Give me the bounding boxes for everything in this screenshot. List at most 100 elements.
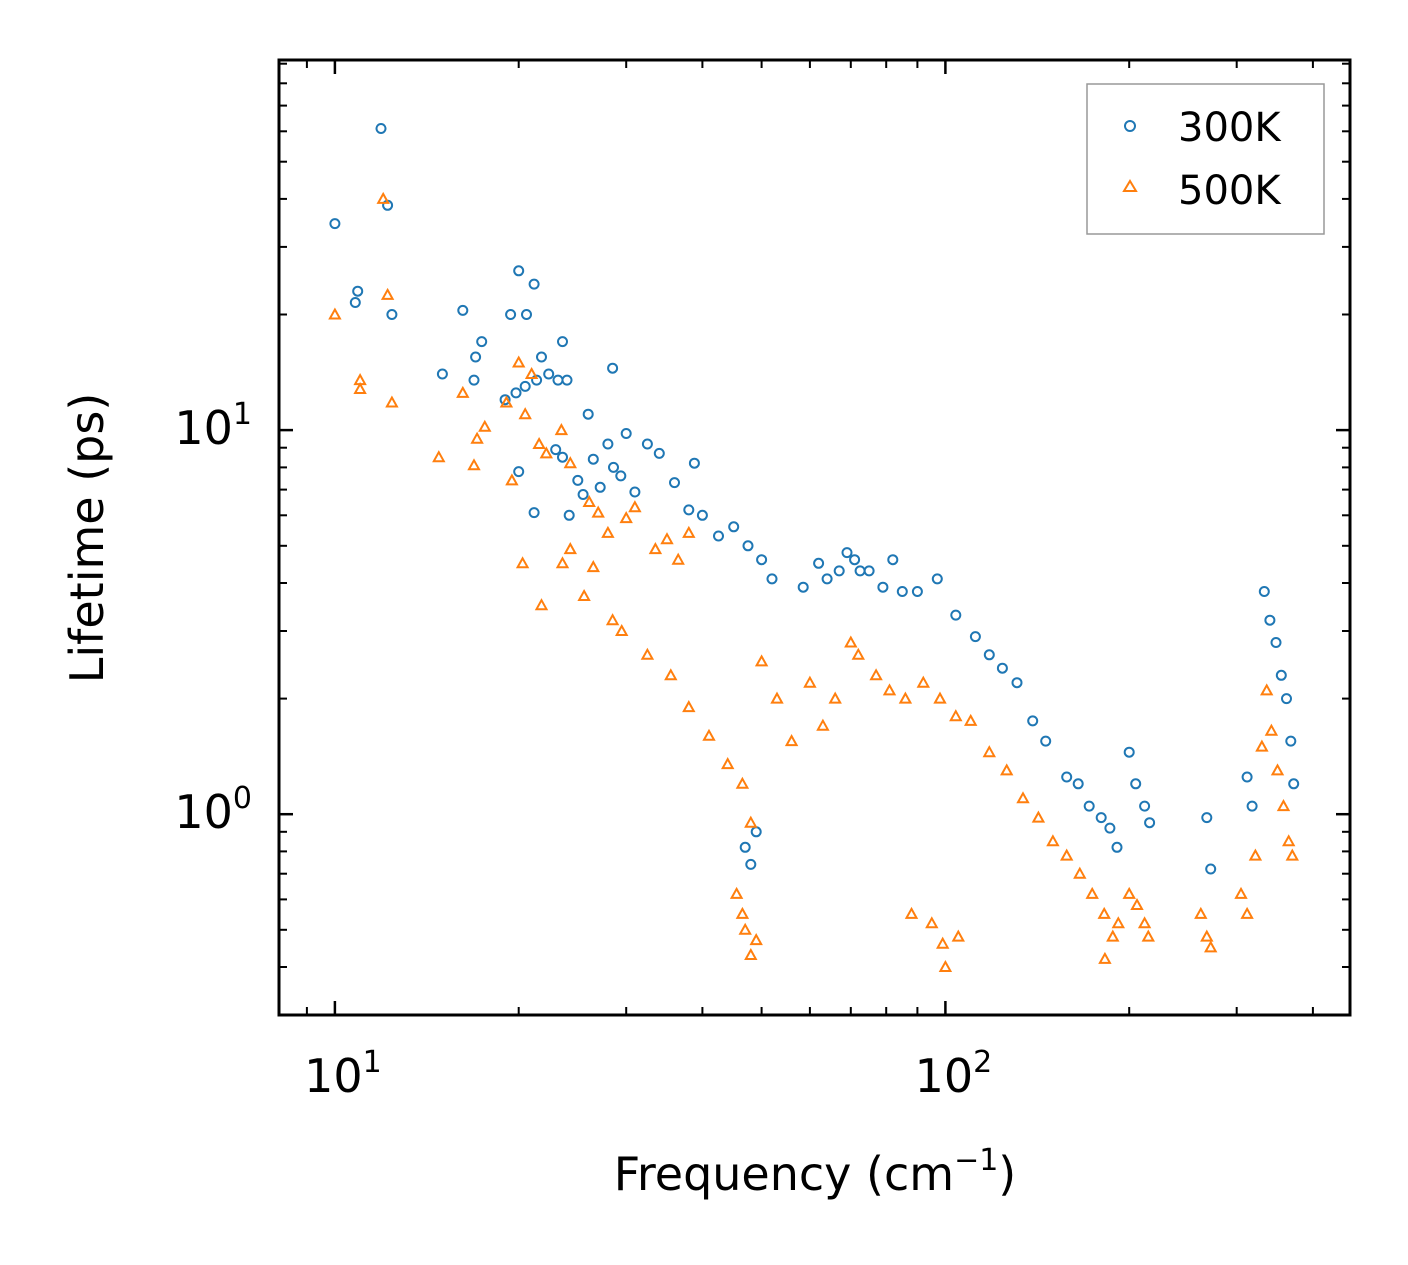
point-500k-57 [949, 709, 963, 722]
point-300k-22 [557, 336, 568, 348]
point-500k-42 [735, 776, 750, 789]
point-300k-84 [1246, 800, 1258, 812]
point-300k-54 [833, 565, 845, 577]
point-500k-26 [660, 532, 674, 545]
point-500k-11 [499, 395, 514, 408]
legend: 300K 500K [1086, 83, 1325, 235]
point-500k-81 [1255, 739, 1269, 752]
point-300k-83 [1241, 771, 1253, 783]
point-500k-21 [591, 505, 605, 518]
point-500k-97 [951, 929, 965, 942]
point-500k-36 [615, 623, 629, 636]
point-300k-75 [1104, 822, 1116, 834]
point-500k-68 [1106, 929, 1120, 942]
point-300k-41 [653, 447, 665, 459]
point-500k-15 [524, 366, 539, 379]
point-500k-54 [898, 691, 913, 704]
point-300k-20 [543, 368, 555, 380]
point-500k-76 [1200, 929, 1214, 942]
point-500k-20 [582, 494, 596, 507]
legend-label-500k: 500K [1178, 168, 1282, 214]
point-300k-10 [476, 336, 488, 348]
point-300k-71 [1061, 771, 1073, 783]
point-500k-58 [964, 713, 978, 726]
point-500k-47 [803, 675, 817, 688]
point-300k-68 [1011, 677, 1023, 689]
point-500k-10 [478, 419, 492, 432]
point-300k-60 [887, 554, 899, 566]
point-500k-62 [1031, 810, 1046, 823]
legend-label-300k: 300K [1178, 105, 1282, 151]
point-300k-6 [436, 368, 448, 380]
point-300k-58 [863, 565, 875, 577]
point-300k-51 [797, 581, 809, 593]
point-500k-19 [563, 456, 577, 469]
point-300k-12 [505, 309, 517, 320]
point-500k-32 [563, 542, 577, 555]
point-500k-40 [702, 728, 716, 741]
point-300k-38 [620, 428, 632, 439]
y-axis-title: Lifetime (ps) [60, 393, 114, 684]
point-300k-7 [457, 304, 469, 316]
point-500k-90 [738, 922, 752, 935]
x-tick-label-100: 102 [915, 1045, 993, 1103]
point-300k-61 [896, 586, 908, 597]
point-300k-65 [969, 631, 981, 643]
point-300k-5 [386, 309, 398, 320]
point-500k-0 [328, 307, 342, 320]
point-300k-92 [739, 841, 751, 853]
point-500k-96 [938, 959, 953, 972]
point-500k-39 [682, 700, 696, 713]
point-500k-70 [1111, 916, 1125, 929]
point-300k-39 [629, 486, 641, 498]
point-300k-76 [1111, 841, 1123, 853]
point-300k-13 [510, 387, 522, 399]
point-300k-63 [931, 573, 943, 585]
point-300k-40 [641, 438, 653, 450]
point-500k-93 [904, 906, 919, 919]
point-500k-18 [554, 423, 569, 436]
point-300k-46 [713, 530, 724, 542]
point-300k-42 [669, 477, 680, 489]
point-300k-56 [849, 554, 861, 566]
point-500k-77 [1204, 940, 1218, 953]
legend-marker-300k [1124, 120, 1136, 132]
legend-marker-500k [1122, 179, 1138, 192]
point-500k-2 [353, 373, 367, 386]
point-300k-86 [1264, 614, 1276, 626]
point-500k-64 [1060, 848, 1074, 861]
point-300k-59 [877, 581, 889, 593]
point-300k-49 [756, 554, 768, 566]
point-500k-1 [353, 381, 367, 394]
point-500k-17 [539, 446, 553, 459]
point-500k-80 [1248, 848, 1263, 861]
point-300k-8 [468, 374, 480, 386]
point-500k-61 [1016, 791, 1030, 804]
point-300k-90 [1285, 735, 1297, 747]
point-500k-74 [1141, 929, 1155, 942]
point-300k-70 [1040, 735, 1052, 747]
point-500k-24 [628, 500, 642, 513]
point-300k-64 [950, 609, 962, 621]
y-tick-label-1: 100 [174, 781, 252, 839]
point-500k-66 [1085, 886, 1099, 899]
point-300k-35 [602, 438, 614, 450]
point-300k-37 [615, 470, 627, 482]
point-500k-22 [601, 525, 615, 538]
point-300k-66 [983, 649, 995, 661]
point-500k-82 [1260, 683, 1274, 696]
point-500k-28 [682, 525, 696, 538]
point-300k-89 [1281, 693, 1292, 705]
point-500k-27 [671, 552, 685, 565]
point-500k-85 [1276, 799, 1291, 812]
point-500k-92 [749, 933, 763, 946]
point-500k-31 [555, 556, 570, 569]
point-500k-50 [844, 635, 858, 648]
point-300k-17 [528, 278, 540, 290]
point-500k-30 [534, 598, 549, 611]
point-300k-85 [1258, 586, 1270, 597]
point-500k-8 [467, 458, 481, 471]
legend-frame [1086, 83, 1325, 235]
point-500k-23 [619, 511, 633, 524]
